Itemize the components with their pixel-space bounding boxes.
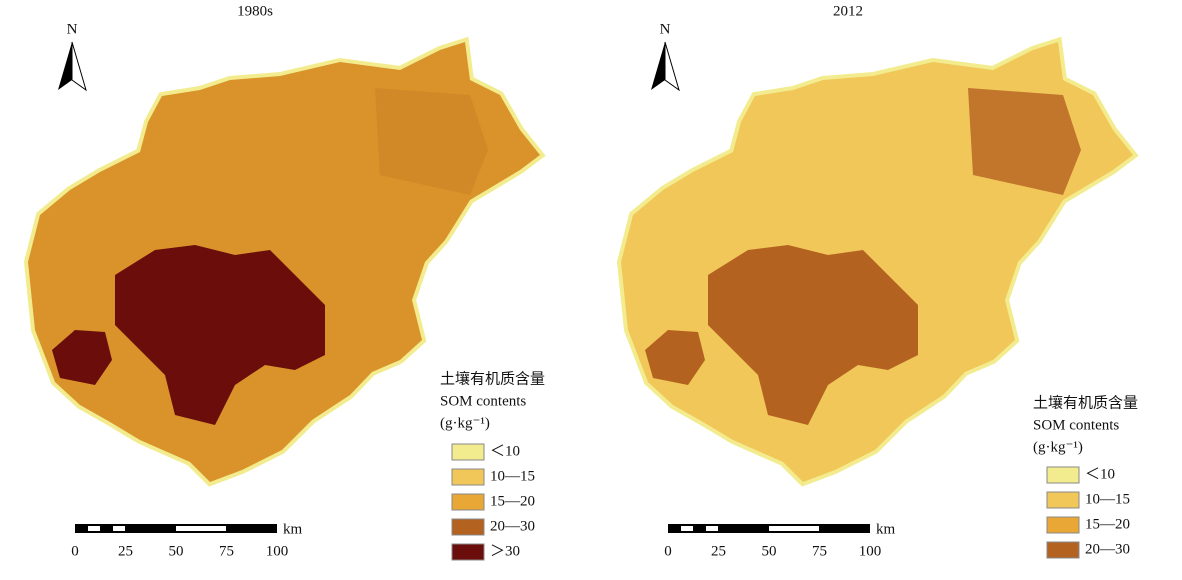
legend-label: 15—20 bbox=[1085, 516, 1130, 532]
scale-bar-segment bbox=[113, 526, 125, 531]
legend-label: ＜10 bbox=[1085, 466, 1115, 482]
legend-title: 土壤有机质含量 bbox=[1033, 393, 1138, 411]
scale-label: 0 bbox=[71, 543, 79, 559]
legend-label: 20—30 bbox=[490, 518, 535, 534]
island-patch bbox=[708, 245, 918, 425]
north-label: N bbox=[660, 21, 671, 37]
scale-label: 50 bbox=[762, 543, 777, 559]
scale-label: 75 bbox=[812, 543, 827, 559]
legend-label: 15—20 bbox=[490, 493, 535, 509]
north-arrow bbox=[58, 42, 72, 90]
panel-title: 1980s bbox=[237, 3, 273, 19]
panel-title: 2012 bbox=[833, 3, 863, 19]
scale-label: 100 bbox=[859, 543, 882, 559]
legend-label: ＜10 bbox=[490, 443, 520, 459]
scale-label: 25 bbox=[711, 543, 726, 559]
island-patch bbox=[115, 245, 325, 425]
legend-swatch bbox=[1046, 541, 1080, 559]
scale-label: 100 bbox=[266, 543, 289, 559]
map-panel: 2012 N 土壤有机质含量 SOM contents (g·kg⁻¹)＜10 10—15… bbox=[616, 3, 1139, 559]
scale-bar-segment bbox=[88, 526, 100, 531]
island-patch bbox=[645, 330, 705, 385]
legend-label: 10—15 bbox=[1085, 491, 1130, 507]
island-patch bbox=[968, 88, 1081, 195]
legend-swatch bbox=[451, 493, 485, 511]
legend-label: 10—15 bbox=[490, 468, 535, 484]
legend-label: ＞30 bbox=[490, 543, 520, 559]
legend-swatch bbox=[1046, 466, 1080, 484]
scale-label: 0 bbox=[664, 543, 672, 559]
north-arrow bbox=[71, 41, 87, 92]
island bbox=[23, 36, 546, 487]
legend-subtitle: SOM contents bbox=[440, 393, 526, 409]
scale-bar-segment bbox=[176, 526, 226, 531]
legend-swatch bbox=[451, 518, 485, 536]
legend-swatch bbox=[451, 543, 485, 561]
north-label: N bbox=[67, 21, 78, 37]
scale-unit: km bbox=[876, 521, 896, 537]
scale-bar-segment bbox=[706, 526, 718, 531]
island-patch bbox=[375, 88, 488, 195]
legend-subtitle: SOM contents bbox=[1033, 417, 1119, 433]
legend-unit: (g·kg⁻¹) bbox=[1033, 439, 1083, 455]
north-arrow bbox=[651, 42, 665, 90]
legend-swatch bbox=[1046, 516, 1080, 534]
legend-swatch bbox=[1046, 491, 1080, 509]
legend-title: 土壤有机质含量 bbox=[440, 369, 545, 387]
legend-swatch bbox=[451, 468, 485, 486]
scale-label: 75 bbox=[219, 543, 234, 559]
legend-unit: (g·kg⁻¹) bbox=[440, 415, 490, 431]
island bbox=[616, 36, 1139, 487]
legend-swatch bbox=[451, 443, 485, 461]
map-panel: 1980s N 土壤有机质含量 SOM contents (g·kg⁻¹)＜10 10—1… bbox=[23, 3, 546, 561]
scale-label: 50 bbox=[169, 543, 184, 559]
scale-label: 25 bbox=[118, 543, 133, 559]
island-patch bbox=[52, 330, 112, 385]
scale-bar-segment bbox=[681, 526, 693, 531]
scale-unit: km bbox=[283, 521, 303, 537]
scale-bar-segment bbox=[769, 526, 819, 531]
legend-label: 20—30 bbox=[1085, 541, 1130, 557]
north-arrow bbox=[664, 41, 680, 92]
